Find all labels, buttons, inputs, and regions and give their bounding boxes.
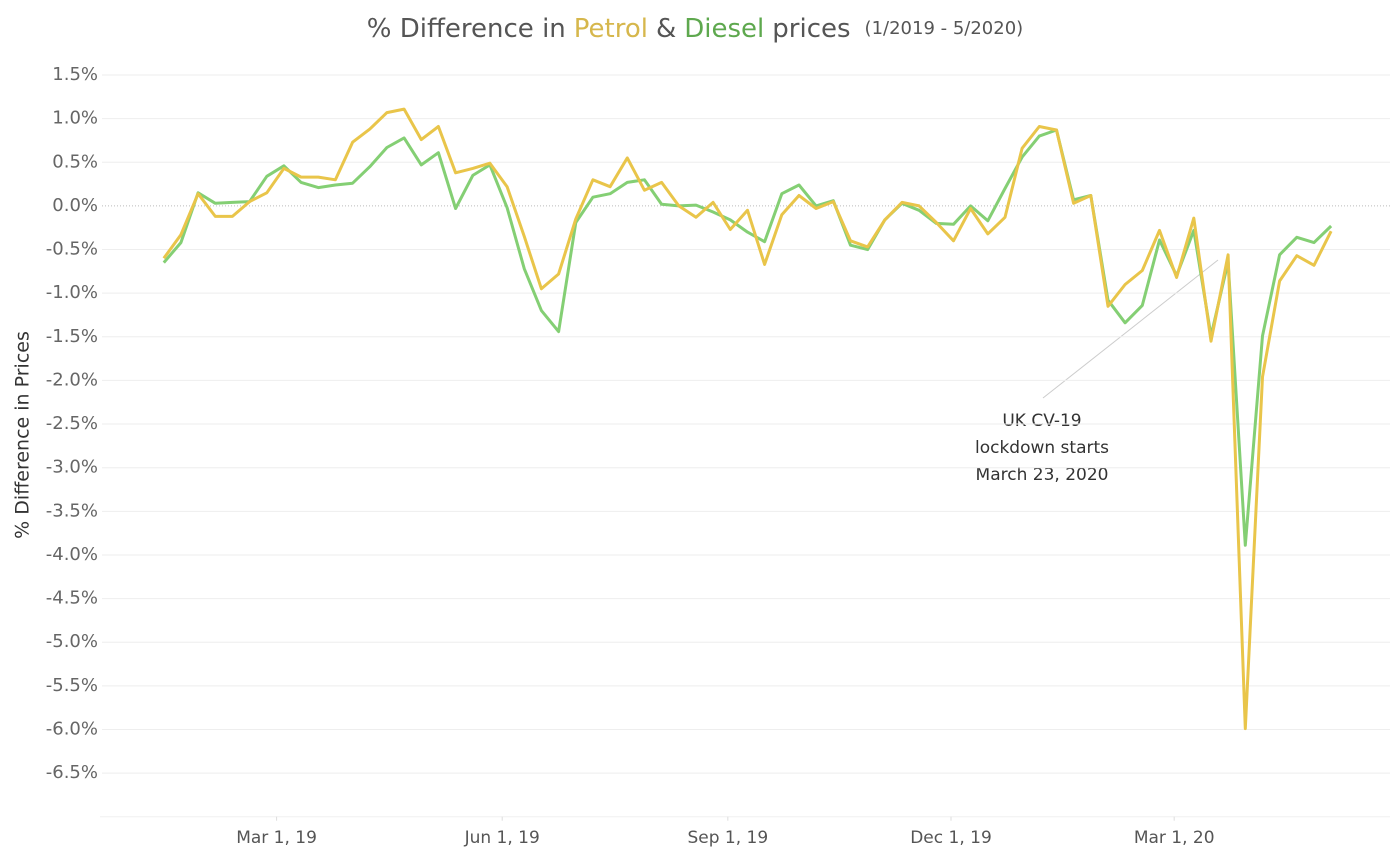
- y-tick-label: 0.5%: [52, 151, 98, 172]
- y-tick-label: -2.0%: [46, 369, 98, 390]
- annotation: lockdown starts: [975, 438, 1109, 458]
- title-petrol: Petrol: [574, 14, 648, 44]
- x-tick-label: Sep 1, 19: [687, 828, 768, 848]
- annotation-pointer: [1042, 259, 1219, 399]
- line-petrol: [162, 107, 1333, 731]
- y-tick-label: -5.0%: [46, 631, 98, 652]
- x-tick-label: Dec 1, 19: [910, 828, 992, 848]
- subtitle: (1/2019 - 5/2020): [865, 18, 1024, 39]
- y-tick-label: -5.5%: [46, 675, 98, 696]
- chart-title: % Difference in Petrol & Diesel prices (1/201…: [367, 14, 1023, 44]
- y-tick-label: 1.0%: [52, 108, 98, 129]
- y-tick-label: -3.5%: [46, 500, 98, 521]
- y-tick-label: -4.5%: [46, 588, 98, 609]
- x-tick-label: Mar 1, 20: [1134, 828, 1215, 848]
- annotation: UK CV-19: [1002, 411, 1081, 431]
- y-tick-label: -1.0%: [46, 282, 98, 303]
- y-tick-label: 1.5%: [52, 64, 98, 85]
- title-text: % Difference in: [367, 14, 566, 44]
- y-axis-label: % Difference in Prices: [12, 331, 34, 539]
- title-text: &: [656, 14, 676, 44]
- title-text: prices: [772, 14, 850, 44]
- grid: [102, 74, 1390, 774]
- y-tick-label: -2.5%: [46, 413, 98, 434]
- y-tick-label: -4.0%: [46, 544, 98, 565]
- y-tick-label: 0.0%: [52, 195, 98, 216]
- y-tick-label: -6.5%: [46, 762, 98, 783]
- y-tick-label: -0.5%: [46, 239, 98, 260]
- line-diesel: [162, 128, 1333, 547]
- y-tick-label: -3.0%: [46, 457, 98, 478]
- x-tick-label: Mar 1, 19: [236, 828, 317, 848]
- title-diesel: Diesel: [684, 14, 764, 44]
- annotation: March 23, 2020: [976, 465, 1109, 485]
- y-tick-label: -6.0%: [46, 718, 98, 739]
- x-tick-label: Jun 1, 19: [464, 828, 540, 848]
- y-tick-label: -1.5%: [46, 326, 98, 347]
